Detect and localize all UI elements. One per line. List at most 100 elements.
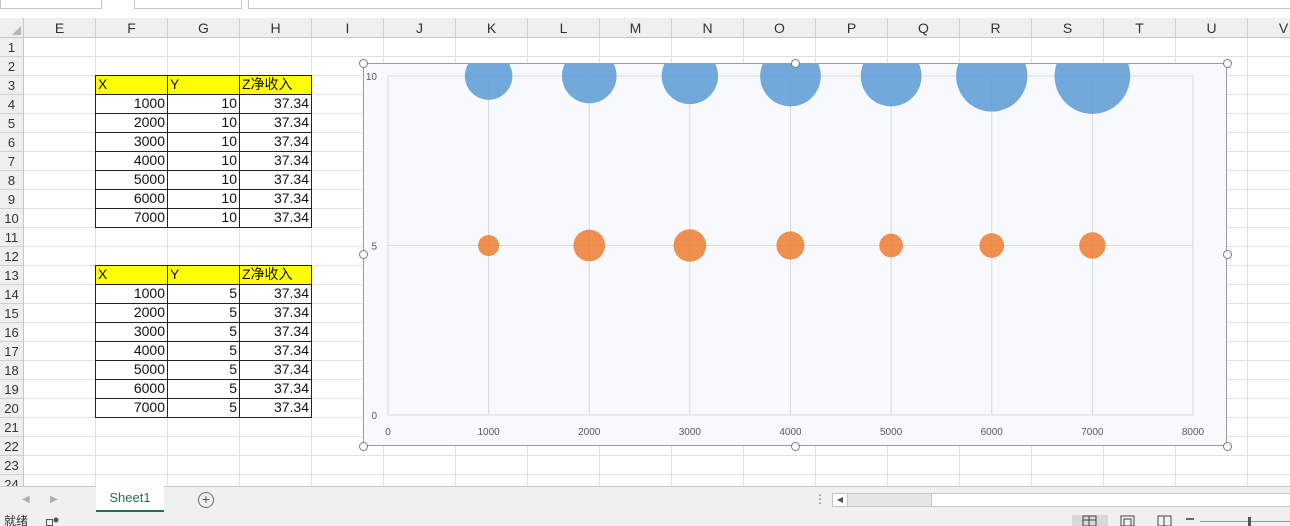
table-cell[interactable]: 7000 [95, 208, 168, 228]
table-cell[interactable]: 10 [167, 151, 240, 171]
table-cell[interactable]: 4000 [95, 151, 168, 171]
row-header-11[interactable]: 11 [0, 228, 23, 247]
scrollbar-thumb[interactable] [931, 494, 1290, 506]
table-cell[interactable]: 6000 [95, 379, 168, 399]
column-header-m[interactable]: M [600, 18, 672, 37]
column-header-h[interactable]: H [240, 18, 312, 37]
row-header-17[interactable]: 17 [0, 342, 23, 361]
table-cell[interactable]: 2000 [95, 113, 168, 133]
table-cell[interactable]: 1000 [95, 94, 168, 114]
table-cell[interactable]: 5 [167, 379, 240, 399]
table-cell[interactable]: 5 [167, 284, 240, 304]
row-header-4[interactable]: 4 [0, 95, 23, 114]
zoom-slider[interactable] [1200, 521, 1290, 522]
table-cell[interactable]: 5 [167, 303, 240, 323]
row-header-16[interactable]: 16 [0, 323, 23, 342]
chart-resize-handle[interactable] [1222, 441, 1232, 451]
table-cell[interactable]: 37.34 [239, 208, 312, 228]
table-cell[interactable]: 5 [167, 341, 240, 361]
row-header-10[interactable]: 10 [0, 209, 23, 228]
table-header-cell[interactable]: Y [167, 75, 240, 95]
column-header-p[interactable]: P [816, 18, 888, 37]
column-header-k[interactable]: K [456, 18, 528, 37]
table-cell[interactable]: 37.34 [239, 132, 312, 152]
row-header-13[interactable]: 13 [0, 266, 23, 285]
column-header-e[interactable]: E [24, 18, 96, 37]
column-header-f[interactable]: F [96, 18, 168, 37]
row-header-2[interactable]: 2 [0, 57, 23, 76]
scroll-tabs-right-icon[interactable]: ▶ [50, 494, 58, 505]
zoom-slider-knob[interactable] [1248, 517, 1251, 526]
column-header-o[interactable]: O [744, 18, 816, 37]
table-cell[interactable]: 10 [167, 94, 240, 114]
table-header-cell[interactable]: Y [167, 265, 240, 285]
scroll-left-arrow-icon[interactable]: ◀ [833, 494, 848, 506]
table-cell[interactable]: 37.34 [239, 170, 312, 190]
chart-resize-handle[interactable] [358, 250, 368, 259]
page-layout-view-icon[interactable] [1110, 515, 1146, 526]
table-cell[interactable]: 37.34 [239, 284, 312, 304]
table-cell[interactable]: 37.34 [239, 151, 312, 171]
table-cell[interactable]: 10 [167, 189, 240, 209]
row-header-9[interactable]: 9 [0, 190, 23, 209]
row-header-12[interactable]: 12 [0, 247, 23, 266]
row-header-5[interactable]: 5 [0, 114, 23, 133]
row-header-6[interactable]: 6 [0, 133, 23, 152]
table-header-cell[interactable]: Z净收入 [239, 265, 312, 285]
zoom-minus-icon[interactable] [1186, 518, 1194, 520]
table-cell[interactable]: 37.34 [239, 398, 312, 418]
table-cell[interactable]: 37.34 [239, 303, 312, 323]
row-header-24[interactable]: 24 [0, 475, 23, 486]
column-header-q[interactable]: Q [888, 18, 960, 37]
table-header-cell[interactable]: X [95, 75, 168, 95]
column-header-s[interactable]: S [1032, 18, 1104, 37]
chart-resize-handle[interactable] [790, 58, 800, 68]
row-header-23[interactable]: 23 [0, 456, 23, 475]
row-header-18[interactable]: 18 [0, 361, 23, 380]
column-header-n[interactable]: N [672, 18, 744, 37]
table-header-cell[interactable]: Z净收入 [239, 75, 312, 95]
row-header-21[interactable]: 21 [0, 418, 23, 437]
formula-function-box[interactable] [134, 0, 242, 9]
table-cell[interactable]: 3000 [95, 132, 168, 152]
page-break-view-icon[interactable] [1147, 515, 1183, 526]
column-header-g[interactable]: G [168, 18, 240, 37]
column-header-r[interactable]: R [960, 18, 1032, 37]
sheet-tab-sheet1[interactable]: Sheet1 [96, 486, 164, 512]
table-cell[interactable]: 1000 [95, 284, 168, 304]
table-cell[interactable]: 7000 [95, 398, 168, 418]
table-cell[interactable]: 5 [167, 322, 240, 342]
column-header-u[interactable]: U [1176, 18, 1248, 37]
row-header-8[interactable]: 8 [0, 171, 23, 190]
table-cell[interactable]: 3000 [95, 322, 168, 342]
table-cell[interactable]: 10 [167, 208, 240, 228]
chart-resize-handle[interactable] [1222, 250, 1232, 259]
table-cell[interactable]: 37.34 [239, 94, 312, 114]
row-header-20[interactable]: 20 [0, 399, 23, 418]
row-header-14[interactable]: 14 [0, 285, 23, 304]
table-cell[interactable]: 37.34 [239, 322, 312, 342]
select-all-button[interactable] [0, 18, 24, 38]
row-header-3[interactable]: 3 [0, 76, 23, 95]
scroll-tabs-left-icon[interactable]: ◀ [22, 494, 30, 505]
chart-resize-handle[interactable] [1222, 58, 1232, 68]
table-cell[interactable]: 6000 [95, 189, 168, 209]
table-cell[interactable]: 5000 [95, 360, 168, 380]
table-cell[interactable]: 10 [167, 113, 240, 133]
table-cell[interactable]: 37.34 [239, 341, 312, 361]
table-cell[interactable]: 37.34 [239, 113, 312, 133]
table-cell[interactable]: 10 [167, 132, 240, 152]
row-header-7[interactable]: 7 [0, 152, 23, 171]
tab-splitter-icon[interactable]: ⋮ [814, 492, 826, 506]
horizontal-scrollbar[interactable]: ◀ [832, 493, 1290, 507]
table-cell[interactable]: 5000 [95, 170, 168, 190]
plus-circle-icon[interactable]: + [198, 492, 214, 508]
row-header-19[interactable]: 19 [0, 380, 23, 399]
table-cell[interactable]: 37.34 [239, 360, 312, 380]
table-cell[interactable]: 37.34 [239, 379, 312, 399]
table-cell[interactable]: 5 [167, 398, 240, 418]
table-header-cell[interactable]: X [95, 265, 168, 285]
table-cell[interactable]: 4000 [95, 341, 168, 361]
table-cell[interactable]: 37.34 [239, 189, 312, 209]
chart-resize-handle[interactable] [358, 58, 368, 68]
